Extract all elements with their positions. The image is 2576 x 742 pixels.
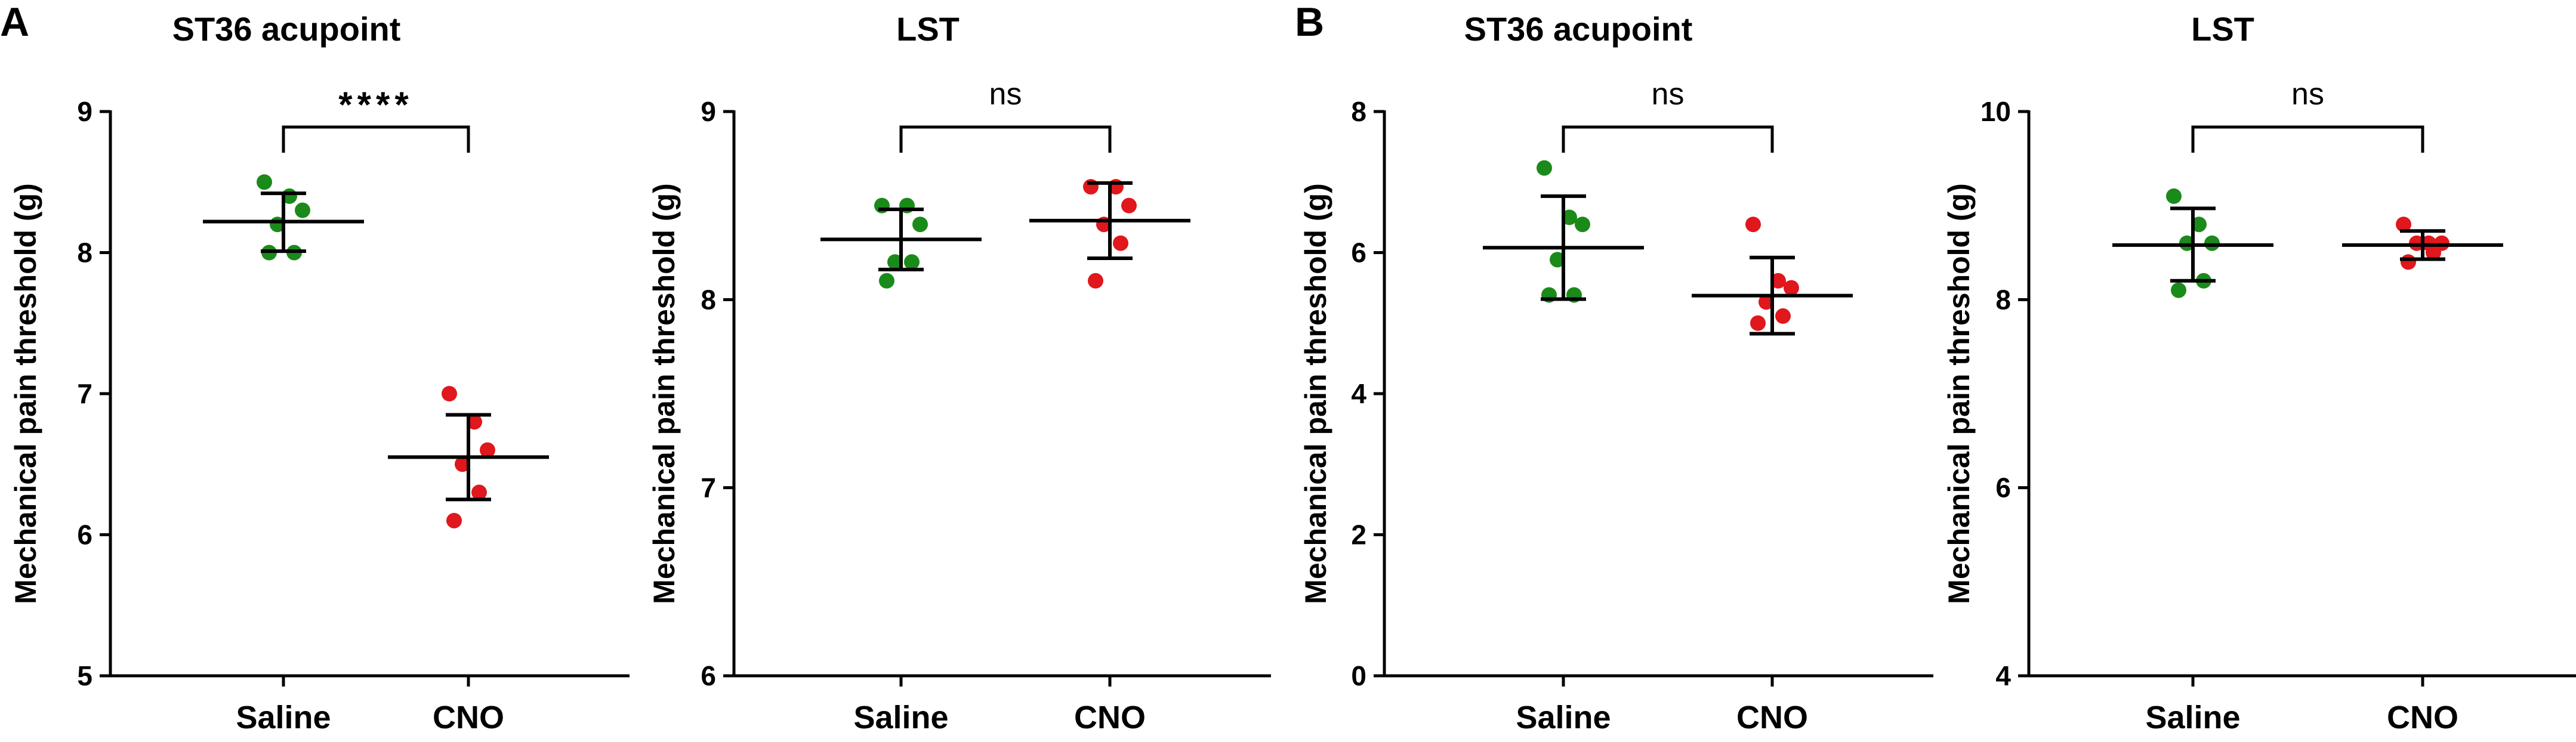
x-tick-label-saline: Saline	[236, 700, 331, 735]
y-tick-label: 5	[77, 660, 92, 691]
data-point-cno	[1121, 197, 1137, 214]
data-point-cno	[2409, 235, 2424, 251]
significance-label: ns	[1652, 77, 1685, 112]
y-axis-label: Mechanical pain threshold (g)	[647, 183, 681, 604]
chart-title: ST36 acupoint	[172, 10, 401, 48]
significance-bracket	[282, 125, 470, 153]
significance-label: ns	[2291, 77, 2324, 112]
y-tick-label: 6	[1995, 472, 2011, 503]
data-point-cno	[1113, 235, 1128, 251]
y-axis-label: Mechanical pain threshold (g)	[1942, 183, 1976, 604]
data-point-saline	[904, 254, 920, 270]
data-point-saline	[879, 273, 894, 289]
data-point-saline	[2179, 235, 2195, 251]
data-point-saline	[887, 254, 903, 270]
data-point-saline	[2204, 235, 2220, 251]
y-tick-label: 8	[1351, 96, 1366, 127]
data-point-cno	[1750, 315, 1766, 331]
y-tick-label: 6	[1351, 237, 1366, 268]
y-axis-label: Mechanical pain threshold (g)	[1299, 183, 1332, 604]
data-point-cno	[1088, 273, 1103, 289]
y-tick-label: 9	[701, 96, 716, 127]
data-point-cno	[467, 414, 482, 430]
data-point-cno	[455, 456, 470, 472]
data-point-cno	[442, 386, 457, 401]
y-tick-label: 9	[77, 96, 92, 127]
y-tick-label: 6	[77, 520, 92, 551]
y-tick-label: 4	[1351, 378, 1366, 409]
x-tick-label-saline: Saline	[2145, 700, 2240, 735]
data-point-cno	[1784, 280, 1799, 296]
data-point-cno	[2401, 254, 2416, 270]
data-point-saline	[1550, 252, 1565, 268]
x-tick-label-saline: Saline	[853, 700, 948, 735]
significance-bracket	[1562, 125, 1774, 153]
chart-title: LST	[2191, 10, 2254, 48]
significance-label: ns	[989, 77, 1022, 112]
panel-letter-b: B	[1295, 0, 1324, 45]
significance-bracket	[899, 125, 1112, 153]
data-point-saline	[1537, 160, 1552, 176]
y-axis-label: Mechanical pain threshold (g)	[9, 183, 42, 604]
y-tick-label: 8	[1995, 284, 2011, 315]
data-point-cno	[446, 512, 462, 528]
chart-b-st36-acupoint: ST36 acupoint Mechanical pain threshold (…	[1299, 10, 1933, 735]
data-point-cno	[2426, 245, 2441, 261]
y-tick-label: 8	[701, 284, 716, 315]
data-point-saline	[257, 174, 272, 190]
y-tick-label: 7	[701, 472, 716, 503]
y-tick-label: 10	[1980, 96, 2011, 127]
x-tick-label-cno: CNO	[2387, 700, 2458, 735]
data-point-saline	[2191, 217, 2207, 233]
significance-label: ****	[338, 85, 413, 125]
data-point-cno	[1775, 308, 1791, 324]
chart-title: LST	[896, 10, 960, 48]
y-tick-label: 6	[701, 660, 716, 691]
x-tick-label-saline: Saline	[1516, 700, 1611, 735]
data-point-cno	[1770, 273, 1786, 289]
data-point-cno	[471, 484, 487, 500]
significance-bracket	[2191, 125, 2424, 153]
data-point-saline	[1562, 209, 1577, 225]
x-tick-label-cno: CNO	[1074, 700, 1146, 735]
x-tick-label-cno: CNO	[433, 700, 504, 735]
data-point-saline	[912, 217, 928, 233]
chart-a-st36-acupoint: ST36 acupoint Mechanical pain threshold (…	[9, 10, 630, 735]
y-tick-label: 4	[1995, 660, 2011, 691]
chart-title: ST36 acupoint	[1464, 10, 1693, 48]
data-point-cno	[1759, 294, 1774, 310]
y-tick-label: 7	[77, 378, 92, 409]
x-tick-label-cno: CNO	[1736, 700, 1808, 735]
data-point-cno	[480, 442, 495, 458]
chart-b-lst: LST Mechanical pain threshold (g) 4 6 8 10 Sal…	[1942, 10, 2576, 735]
data-point-cno	[1745, 217, 1761, 233]
data-point-saline	[2166, 188, 2182, 204]
y-tick-label: 0	[1351, 660, 1366, 691]
data-point-saline	[1575, 217, 1590, 233]
data-point-cno	[2396, 217, 2411, 233]
data-point-saline	[295, 202, 310, 218]
panel-letter-a: A	[0, 0, 29, 45]
y-tick-label: 2	[1351, 520, 1366, 551]
data-point-saline	[2171, 282, 2186, 298]
y-tick-label: 8	[77, 237, 92, 268]
chart-a-lst: LST Mechanical pain threshold (g) 6 7 8 9 Sali…	[647, 10, 1271, 735]
